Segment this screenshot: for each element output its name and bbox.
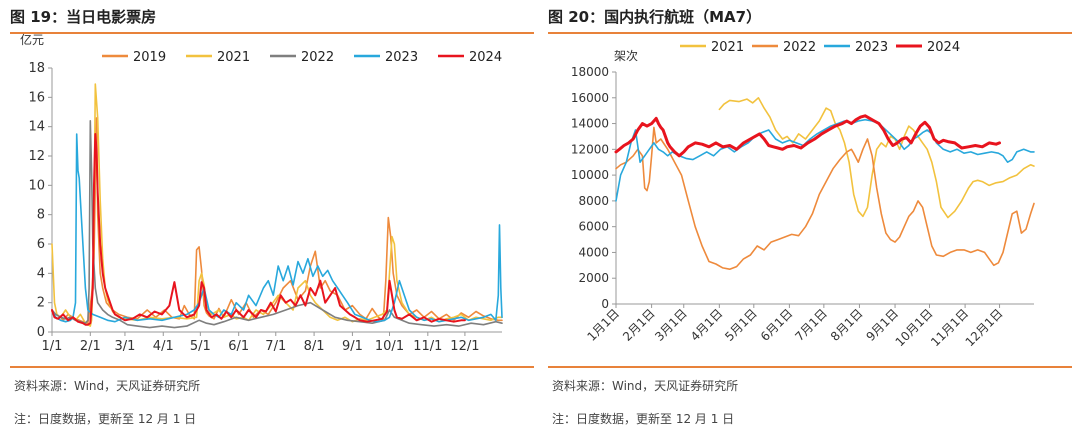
x-tick-label: 2/1 <box>80 339 101 354</box>
x-tick-label: 7月1日 <box>792 306 830 344</box>
y-axis-label: 架次 <box>614 49 638 63</box>
x-tick-label: 6月1日 <box>758 306 796 344</box>
y-tick-label: 8 <box>37 208 45 223</box>
footer-rule <box>10 366 534 368</box>
footnote: 注：日度数据，更新至 12 月 1 日 <box>552 412 735 426</box>
y-tick-label: 12000 <box>571 142 609 156</box>
x-tick-label: 8/1 <box>304 339 325 354</box>
series-line-2024 <box>51 133 466 326</box>
x-tick-label: 1/1 <box>42 339 63 354</box>
x-tick-label: 3月1日 <box>652 306 690 344</box>
x-tick-label: 2月1日 <box>620 306 658 344</box>
title-rule <box>10 32 534 34</box>
y-tick-label: 2 <box>37 296 45 311</box>
x-tick-label: 10月1日 <box>893 306 936 349</box>
x-tick-label: 4月1日 <box>688 306 726 344</box>
legend-label-2019: 2019 <box>133 50 166 65</box>
x-tick-label: 12月1日 <box>963 306 1006 349</box>
legend-label-2023: 2023 <box>855 40 888 55</box>
y-tick-label: 18000 <box>571 65 609 79</box>
source-note: 资料来源：Wind，天风证券研究所 <box>552 379 739 393</box>
y-tick-label: 6000 <box>578 220 609 234</box>
series-line-2021 <box>718 96 1035 219</box>
legend-label-2021: 2021 <box>711 40 744 55</box>
y-tick-label: 16 <box>28 90 45 105</box>
source-note: 资料来源：Wind，天风证券研究所 <box>14 379 201 393</box>
series-line-2019 <box>51 117 503 325</box>
chart-title: 图 20：国内执行航班（MA7） <box>548 8 762 26</box>
panel-domestic-flights: 图 20：国内执行航班（MA7） 0 2000 4000 6000 8000 10000 1… <box>548 0 1072 432</box>
x-tick-label: 5月1日 <box>722 306 760 344</box>
y-tick-label: 10 <box>28 178 45 193</box>
y-tick-label: 4000 <box>578 245 609 259</box>
footer-rule <box>548 366 1072 368</box>
box-office-chart: 0 2 4 6 8 10 12 14 16 18 1/1 2/1 3/1 4/1 5/1 6/1 7/1 8/1 9… <box>20 32 503 354</box>
x-tick-label: 12/1 <box>450 339 479 354</box>
series-line-2021 <box>51 83 503 327</box>
x-tick-label: 4/1 <box>153 339 174 354</box>
x-tick-label: 10/1 <box>375 339 404 354</box>
series-line-2023 <box>51 133 503 323</box>
legend-label-2021: 2021 <box>217 50 250 65</box>
y-tick-label: 0 <box>601 297 609 311</box>
x-tick-label: 8月1日 <box>828 306 866 344</box>
y-tick-label: 2000 <box>578 271 609 285</box>
x-tick-label: 6/1 <box>228 339 249 354</box>
series-line-2022 <box>615 126 1035 270</box>
series-line-2023 <box>615 118 1035 202</box>
x-tick-label: 1月1日 <box>584 306 622 344</box>
x-tick-label: 11/1 <box>413 339 442 354</box>
y-tick-label: 14 <box>28 120 45 135</box>
x-tick-label: 3/1 <box>114 339 135 354</box>
y-tick-label: 4 <box>37 266 45 281</box>
title-rule <box>548 32 1072 34</box>
y-axis-label: 亿元 <box>20 32 44 47</box>
x-tick-label: 5/1 <box>190 339 211 354</box>
y-tick-label: 12 <box>28 149 45 164</box>
x-tick-label: 7/1 <box>265 339 286 354</box>
y-tick-label: 18 <box>28 61 45 76</box>
series-line-2024 <box>614 114 1001 158</box>
legend-label-2023: 2023 <box>385 50 418 65</box>
series-line-2022 <box>51 120 503 329</box>
panel-box-office: 图 19：当日电影票房 0 2 4 6 8 10 12 14 16 18 1/1 2/1 3/1 4/1 5… <box>10 0 534 432</box>
y-tick-label: 14000 <box>571 117 609 131</box>
legend-label-2024: 2024 <box>927 40 960 55</box>
y-tick-label: 0 <box>37 325 45 340</box>
legend-label-2024: 2024 <box>469 50 502 65</box>
chart-title: 图 19：当日电影票房 <box>10 8 157 26</box>
domestic-flights-chart: 0 2000 4000 6000 8000 10000 12000 14000 16000 180… <box>571 40 1035 349</box>
y-tick-label: 6 <box>37 237 45 252</box>
footnote: 注：日度数据，更新至 12 月 1 日 <box>14 412 197 426</box>
y-tick-label: 16000 <box>571 91 609 105</box>
legend-label-2022: 2022 <box>783 40 816 55</box>
y-tick-label: 8000 <box>578 194 609 208</box>
legend-label-2022: 2022 <box>301 50 334 65</box>
y-tick-label: 10000 <box>571 168 609 182</box>
x-tick-label: 9/1 <box>342 339 363 354</box>
